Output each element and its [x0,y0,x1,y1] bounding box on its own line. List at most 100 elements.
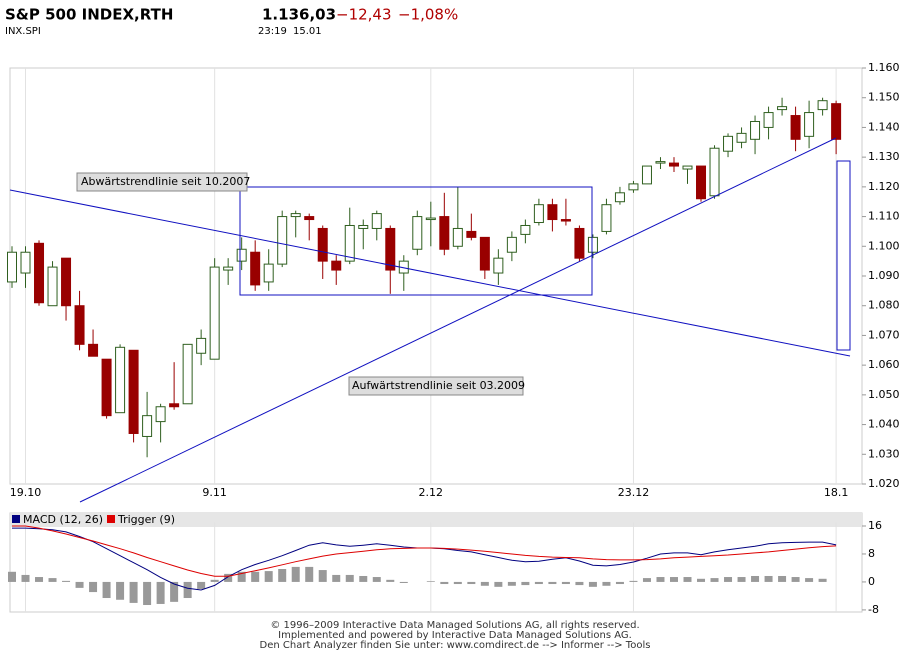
y-tick-label: 16 [868,519,882,532]
candle-body [412,216,423,250]
price-layer: 1.020 1.030 1.040 1.050 1.060 1.070 1.080 1.090… [7,61,900,499]
price-panel [9,67,863,485]
target-box [836,160,851,351]
histogram-bar [143,581,152,606]
histogram-bar [21,574,30,582]
candle-body [236,248,247,262]
candle-body [574,227,585,259]
candle-body [668,162,679,167]
macd-legend-strip [10,513,862,527]
histogram-bar [305,566,314,582]
histogram-bar [764,575,773,582]
candle-body [209,266,220,360]
time: 23:19 [258,26,287,37]
x-tick-label: 9.11 [202,486,227,499]
candle-body [655,161,666,164]
histogram-bar [602,581,611,586]
candle-body [88,343,99,357]
histogram-bar [426,581,435,582]
candle-body [817,100,828,111]
histogram-bar [453,581,462,585]
histogram-bar [75,581,84,588]
histogram-bar [669,577,678,582]
footer-line: Implemented and powered by Interactive D… [278,630,632,641]
y-tick-label: 1.050 [868,388,900,401]
annotation-box [348,376,524,396]
histogram-bar [399,581,408,583]
y-tick-label: 1.060 [868,358,900,371]
range-box [239,186,593,296]
candle-body [628,183,639,191]
histogram-bar [62,580,71,582]
footer-line: Den Chart Analyzer finden Sie unter: www… [260,640,651,650]
y-tick-label: 1.020 [868,477,900,490]
series-line [12,525,837,577]
change: −12,43 [336,6,392,24]
histogram-bar [467,581,476,585]
histogram-bar [116,581,125,600]
annotation-box [76,172,248,192]
histogram-bar [332,574,341,582]
histogram-bar [197,581,206,589]
histogram-bar [561,581,570,585]
y-tick-label: 1.150 [868,91,900,104]
candle-body [304,216,315,221]
candle-body [493,257,504,274]
candle-body [479,236,490,271]
macd-layer: 16 8 0 -8 MACD (12, 26) Trigger (9) [8,513,882,616]
histogram-bar [386,579,395,582]
histogram-bar [683,577,692,582]
candle-body [182,343,193,405]
change-pct: −1,08% [398,6,458,24]
x-tick-label: 18.1 [824,486,849,499]
histogram-bar [588,581,597,587]
x-tick-label: 2.12 [419,486,444,499]
candle-body [47,266,58,307]
uptrend-line [79,137,837,503]
y-tick-label: 1.110 [868,210,900,223]
histogram-bar [629,580,638,582]
x-tick-label: 23.12 [618,486,650,499]
candle-body [763,112,774,128]
histogram-bar [156,581,165,604]
candle-body [142,415,153,437]
candle-body [155,406,166,423]
legend-swatch [12,515,20,523]
histogram-bar [751,575,760,582]
y-tick-label: 8 [868,547,875,560]
candle-body [601,204,612,232]
histogram-bar [494,581,503,587]
legend-label: MACD (12, 26) [23,513,103,526]
candle-body [61,257,72,307]
histogram-bar [710,578,719,582]
histogram-bar [575,581,584,586]
candle-body [452,227,463,247]
candle-body [7,251,17,283]
x-tick-label: 19.10 [10,486,42,499]
candle-body [250,251,261,286]
histogram-bar [102,581,111,599]
histogram-bar [170,581,179,602]
histogram-bar [278,568,287,582]
candle-body [277,216,288,265]
candle-body [750,120,761,140]
histogram-bar [778,575,787,582]
candle-body [101,358,112,417]
y-tick-label: 1.070 [868,328,900,341]
candle-body [317,227,328,262]
legend-swatch [107,515,115,523]
y-tick-label: -8 [868,603,879,616]
candle-body [128,349,139,434]
date: 15.01 [293,26,322,37]
histogram-bar [521,581,530,586]
candle-body [263,263,274,283]
candle-body [439,216,450,250]
candle-body [777,106,788,111]
candle-body [20,251,31,274]
candle-body [560,219,571,222]
y-tick-label: 1.130 [868,150,900,163]
y-tick-label: 1.120 [868,180,900,193]
symbol: INX.SPI [5,26,41,37]
candle-body [520,224,531,235]
